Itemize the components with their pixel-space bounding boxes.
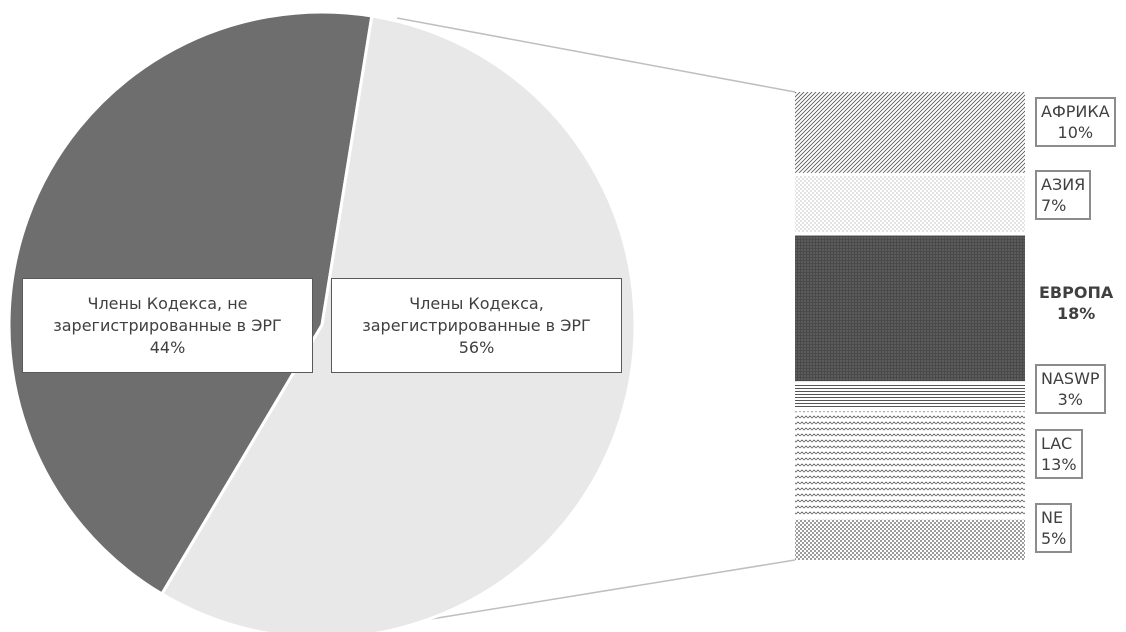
pie-label-name: Члены Кодекса, не зарегистрированные в Э… bbox=[53, 293, 282, 335]
bar-label-name: NE bbox=[1041, 508, 1064, 527]
bar-label-value: 10% bbox=[1057, 123, 1094, 142]
bar-segment-африка bbox=[795, 92, 1025, 173]
bar-label-африка: АФРИКА 10% bbox=[1035, 97, 1116, 147]
bar-label-name: NASWP bbox=[1041, 369, 1100, 388]
bar-label-азия: АЗИЯ 7% bbox=[1035, 170, 1092, 220]
bar-segment-ne bbox=[795, 519, 1025, 560]
connector-line-bottom bbox=[375, 559, 796, 629]
bar-label-value: 3% bbox=[1057, 390, 1083, 409]
bar-segment-lac bbox=[795, 411, 1025, 517]
bar-label-европа: ЕВРОПА 18% bbox=[1035, 280, 1118, 326]
bar-label-value: 5% bbox=[1041, 529, 1067, 548]
pie-label-value: 56% bbox=[458, 337, 495, 357]
bar-label-ne: NE 5% bbox=[1035, 503, 1073, 553]
bar-label-lac: LAC 13% bbox=[1035, 429, 1083, 479]
bar-label-name: LAC bbox=[1041, 434, 1073, 453]
bar-segment-naswp bbox=[795, 384, 1025, 409]
bar-label-value: 18% bbox=[1056, 304, 1096, 323]
bar-label-name: ЕВРОПА bbox=[1039, 283, 1114, 302]
connector-line-top bbox=[396, 17, 796, 93]
pie-label-2: Члены Кодекса, зарегистрированные в ЭРГ 5… bbox=[331, 278, 622, 373]
bar-segment-европа bbox=[795, 235, 1025, 382]
pie-label-name: Члены Кодекса, зарегистрированные в ЭРГ bbox=[362, 293, 591, 335]
bar-label-naswp: NASWP 3% bbox=[1035, 364, 1106, 414]
pie-label-value: 44% bbox=[149, 337, 186, 357]
bar-label-name: АЗИЯ bbox=[1041, 175, 1086, 194]
pie-label-1: Члены Кодекса, не зарегистрированные в Э… bbox=[22, 278, 313, 373]
bar-segment-азия bbox=[795, 175, 1025, 233]
bar-label-name: АФРИКА bbox=[1041, 102, 1110, 121]
bar-label-value: 7% bbox=[1041, 196, 1067, 215]
bar-label-value: 13% bbox=[1041, 455, 1077, 474]
